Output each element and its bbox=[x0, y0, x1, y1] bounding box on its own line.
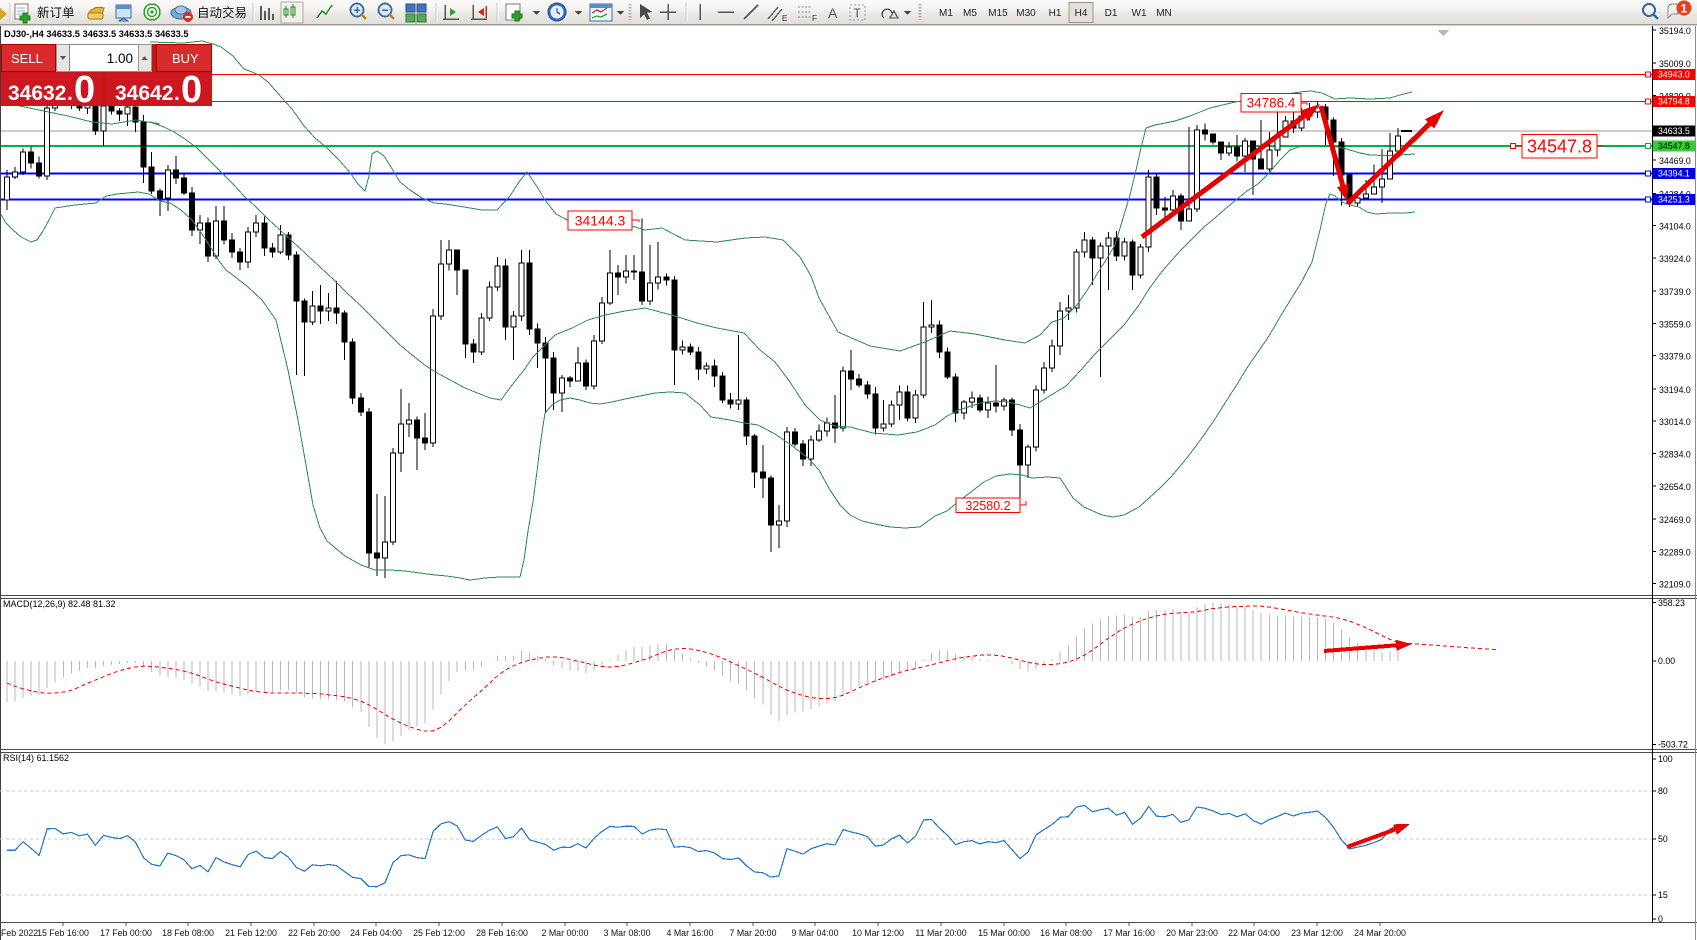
svg-text:Feb 2022: Feb 2022 bbox=[1, 928, 38, 938]
svg-text:33924.0: 33924.0 bbox=[1659, 254, 1691, 264]
svg-text:DJ30-,H4 34633.5 34633.5 3463: DJ30-,H4 34633.5 34633.5 34633.5 34633.5 bbox=[4, 29, 189, 39]
svg-text:H4: H4 bbox=[1075, 8, 1088, 19]
svg-text:32289.0: 32289.0 bbox=[1659, 547, 1691, 557]
svg-text:11 Mar 20:00: 11 Mar 20:00 bbox=[915, 928, 966, 938]
svg-text:15 Feb 16:00: 15 Feb 16:00 bbox=[37, 928, 89, 938]
svg-text:33739.0: 33739.0 bbox=[1659, 287, 1691, 297]
svg-text:34632: 34632 bbox=[8, 82, 66, 105]
svg-text:24 Feb 04:00: 24 Feb 04:00 bbox=[350, 928, 402, 938]
svg-text:33559.0: 33559.0 bbox=[1659, 319, 1691, 329]
svg-text:25 Feb 12:00: 25 Feb 12:00 bbox=[413, 928, 465, 938]
svg-text:MACD(12,26,9) 82.48 81.32: MACD(12,26,9) 82.48 81.32 bbox=[3, 599, 116, 609]
svg-text:22 Mar 04:00: 22 Mar 04:00 bbox=[1228, 928, 1280, 938]
svg-text:34786.4: 34786.4 bbox=[1247, 96, 1296, 111]
svg-text:0: 0 bbox=[1658, 914, 1663, 924]
svg-text:80: 80 bbox=[1658, 786, 1668, 796]
svg-text:7 Mar 20:00: 7 Mar 20:00 bbox=[730, 928, 777, 938]
svg-text:34943.0: 34943.0 bbox=[1658, 70, 1690, 80]
svg-text:35009.0: 35009.0 bbox=[1659, 59, 1691, 69]
svg-text:2 Mar 00:00: 2 Mar 00:00 bbox=[542, 928, 589, 938]
svg-text:1.00: 1.00 bbox=[107, 51, 133, 66]
svg-text:0: 0 bbox=[181, 69, 202, 111]
svg-text:BUY: BUY bbox=[172, 51, 199, 66]
svg-text:.: . bbox=[67, 82, 73, 105]
svg-text:.: . bbox=[174, 82, 180, 105]
svg-text:9 Mar 04:00: 9 Mar 04:00 bbox=[792, 928, 839, 938]
svg-text:W1: W1 bbox=[1132, 8, 1147, 19]
svg-text:33379.0: 33379.0 bbox=[1659, 352, 1691, 362]
svg-text:17 Feb 00:00: 17 Feb 00:00 bbox=[100, 928, 152, 938]
svg-text:34469.0: 34469.0 bbox=[1659, 156, 1691, 166]
svg-text:32834.0: 32834.0 bbox=[1659, 450, 1691, 460]
svg-text:-503.72: -503.72 bbox=[1658, 740, 1688, 750]
svg-text:M15: M15 bbox=[988, 8, 1008, 19]
svg-text:100: 100 bbox=[1658, 754, 1673, 764]
svg-text:0.00: 0.00 bbox=[1658, 656, 1675, 666]
svg-text:33194.0: 33194.0 bbox=[1659, 385, 1691, 395]
svg-text:1: 1 bbox=[1681, 2, 1688, 16]
svg-text:3 Mar 08:00: 3 Mar 08:00 bbox=[604, 928, 651, 938]
svg-text:21 Feb 12:00: 21 Feb 12:00 bbox=[225, 928, 277, 938]
svg-text:34547.8: 34547.8 bbox=[1658, 141, 1690, 151]
svg-text:D1: D1 bbox=[1105, 8, 1118, 19]
svg-text:18 Feb 08:00: 18 Feb 08:00 bbox=[162, 928, 214, 938]
svg-text:新订单: 新订单 bbox=[37, 5, 75, 20]
svg-text:34547.8: 34547.8 bbox=[1527, 137, 1592, 157]
svg-text:H1: H1 bbox=[1049, 8, 1062, 19]
svg-text:4 Mar 16:00: 4 Mar 16:00 bbox=[667, 928, 714, 938]
svg-text:SELL: SELL bbox=[11, 51, 43, 66]
svg-text:自动交易: 自动交易 bbox=[197, 5, 247, 20]
svg-text:M5: M5 bbox=[963, 8, 977, 19]
svg-text:0: 0 bbox=[74, 69, 95, 111]
svg-text:32109.0: 32109.0 bbox=[1659, 580, 1691, 590]
svg-text:32654.0: 32654.0 bbox=[1659, 482, 1691, 492]
svg-text:32469.0: 32469.0 bbox=[1659, 515, 1691, 525]
svg-text:17 Mar 16:00: 17 Mar 16:00 bbox=[1103, 928, 1155, 938]
svg-text:T: T bbox=[854, 6, 862, 20]
svg-text:16 Mar 08:00: 16 Mar 08:00 bbox=[1040, 928, 1092, 938]
svg-text:34394.1: 34394.1 bbox=[1658, 169, 1690, 179]
svg-text:M30: M30 bbox=[1016, 8, 1036, 19]
svg-text:15 Mar 00:00: 15 Mar 00:00 bbox=[978, 928, 1030, 938]
svg-text:28 Feb 16:00: 28 Feb 16:00 bbox=[476, 928, 528, 938]
svg-text:24 Mar 20:00: 24 Mar 20:00 bbox=[1354, 928, 1406, 938]
svg-text:50: 50 bbox=[1658, 834, 1668, 844]
svg-text:34144.3: 34144.3 bbox=[575, 213, 626, 229]
svg-text:35194.0: 35194.0 bbox=[1659, 26, 1691, 36]
svg-text:32580.2: 32580.2 bbox=[965, 499, 1010, 513]
svg-text:34794.8: 34794.8 bbox=[1658, 97, 1690, 107]
svg-text:F: F bbox=[812, 14, 817, 23]
svg-text:22 Feb 20:00: 22 Feb 20:00 bbox=[288, 928, 340, 938]
svg-text:M1: M1 bbox=[939, 8, 953, 19]
svg-text:RSI(14) 61.1562: RSI(14) 61.1562 bbox=[3, 753, 69, 763]
svg-text:34251.3: 34251.3 bbox=[1658, 195, 1690, 205]
svg-text:23 Mar 12:00: 23 Mar 12:00 bbox=[1291, 928, 1343, 938]
svg-text:20 Mar 23:00: 20 Mar 23:00 bbox=[1166, 928, 1218, 938]
svg-text:34642: 34642 bbox=[115, 82, 173, 105]
svg-text:33014.0: 33014.0 bbox=[1659, 417, 1691, 427]
svg-text:10 Mar 12:00: 10 Mar 12:00 bbox=[852, 928, 904, 938]
svg-text:E: E bbox=[782, 14, 787, 23]
svg-text:34104.0: 34104.0 bbox=[1659, 222, 1691, 232]
svg-text:34633.5: 34633.5 bbox=[1658, 126, 1690, 136]
svg-text:MN: MN bbox=[1156, 8, 1172, 19]
svg-text:358.23: 358.23 bbox=[1658, 598, 1685, 608]
svg-text:A: A bbox=[828, 5, 838, 21]
svg-text:15: 15 bbox=[1658, 890, 1668, 900]
